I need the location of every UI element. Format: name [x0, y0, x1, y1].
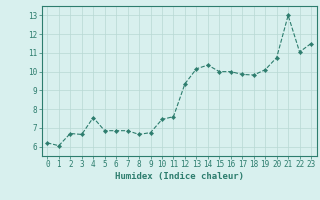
X-axis label: Humidex (Indice chaleur): Humidex (Indice chaleur)	[115, 172, 244, 181]
